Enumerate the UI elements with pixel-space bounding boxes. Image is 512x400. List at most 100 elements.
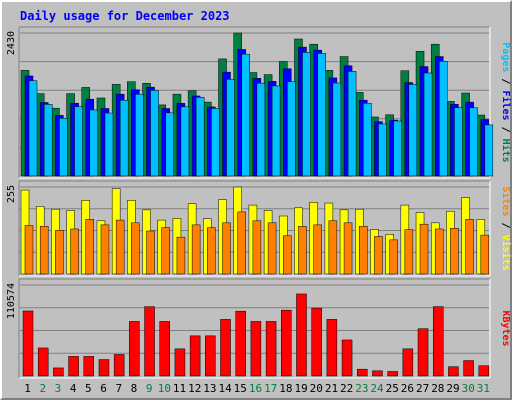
kbytes-legend-label: KBytes [500,310,511,346]
x-tick-label: 15 [234,382,247,395]
pages-bar [378,123,387,177]
series-kbytes [22,293,490,377]
sites-bar [267,222,277,275]
kbytes-bar [37,347,49,377]
x-tick-label: 17 [264,382,277,395]
sites-bar [252,220,262,275]
legend-separator: / [500,72,511,90]
pages-bar [332,82,342,177]
pages-bar [135,93,144,177]
kbytes-bar [83,356,95,377]
x-tick-label: 25 [386,382,399,395]
x-tick-label: 4 [70,382,77,395]
x-tick-label: 26 [401,382,414,395]
pages-bar [89,109,99,177]
sites-bar [283,235,292,275]
visits-sites-max-label: 255 [6,185,17,203]
x-tick-label: 14 [218,382,232,395]
x-tick-label: 3 [55,382,62,395]
x-tick-label: 18 [279,382,292,395]
pages-bar [287,81,296,177]
kbytes-bar [159,321,170,377]
sites-bar [298,225,307,275]
x-tick-label: 27 [416,382,429,395]
pages-bar [74,106,83,177]
kbytes-bar [311,307,322,377]
hits-files-pages-panel: 2430 Pages / Files / Hits [6,26,512,179]
kbytes-bar [281,309,292,377]
pages-bar [302,52,311,177]
x-tick-label: 30 [462,382,475,395]
visits-sites-panel: 255 Sites / Visits [6,180,512,277]
kbytes-bar [357,368,368,377]
pages-bar [438,60,448,177]
x-tick-label: 28 [431,382,444,395]
sites-bar [131,222,140,275]
sites-bar [70,228,79,275]
x-tick-label: 22 [340,382,353,395]
sites-bar [100,224,110,275]
pages-bar [347,71,357,177]
sites-bar [85,219,95,275]
kbytes-bar [432,306,444,377]
sites-bar [237,211,246,275]
kbytes-bar [68,356,79,377]
x-tick-label: 24 [370,382,384,395]
sites-bar [434,228,444,275]
pages-bar [484,124,494,177]
kbytes-bar [265,321,277,377]
sites-bar [146,230,155,275]
pages-bar [28,80,38,177]
x-tick-label: 13 [203,382,216,395]
x-tick-label: 1 [24,382,31,395]
kbytes-bar [189,335,201,377]
sites-bar [176,236,186,275]
kbytes-bar [113,354,125,377]
kbytes-bar [296,293,307,377]
pages-bar [271,85,281,177]
pages-bar [180,106,190,177]
pages-bar [59,118,68,177]
x-tick-label: 8 [131,382,138,395]
kbytes-bar [250,321,262,377]
legend-separator: / [500,216,511,234]
pages-bar [454,107,463,177]
kbytes-bar [22,310,34,377]
legend-sites: Sites [500,186,512,216]
kbytes-bar [448,366,459,377]
x-tick-label: 11 [173,382,186,395]
kbytes-bar [326,319,338,377]
sites-bar [222,222,231,275]
pages-bar [195,97,205,177]
kbytes-bar [174,348,186,377]
x-tick-label: 5 [85,382,92,395]
x-tick-label: 6 [100,382,107,395]
pages-bar [104,112,114,177]
kbytes-bar [53,367,64,377]
pages-bar [423,72,433,177]
pages-bar [469,107,478,177]
sites-bar [55,230,64,275]
x-tick-label: 12 [188,382,201,395]
pages-bar [363,102,372,177]
sites-bar [450,228,459,275]
legend-separator: / [500,121,511,139]
sites-bar [465,219,474,275]
kbytes-bar [387,371,398,377]
legend-files: Files [500,90,512,120]
kbytes-panel: 110574 KBytes [6,278,511,379]
chart-panels: 2430 Pages / Files / Hits 255 Sites / Visit… [6,26,512,379]
x-axis-labels: 1 2 3 4 5 6 7 8 9 10 11 12 13 14 15 16 17 18 19 20 21 22 23 24 2… [24,382,490,395]
kbytes-max-label: 110574 [6,283,17,319]
kbytes-bar [417,328,429,377]
x-tick-label: 20 [310,382,323,395]
kbytes-bar [341,339,353,377]
x-tick-label: 31 [477,382,490,395]
kbytes-bar [144,306,155,377]
sites-bar [480,234,490,275]
legend-hits: Hits [500,139,512,163]
kbytes-bar [402,348,414,377]
kbytes-bar [478,365,490,377]
sites-bar [313,224,322,275]
